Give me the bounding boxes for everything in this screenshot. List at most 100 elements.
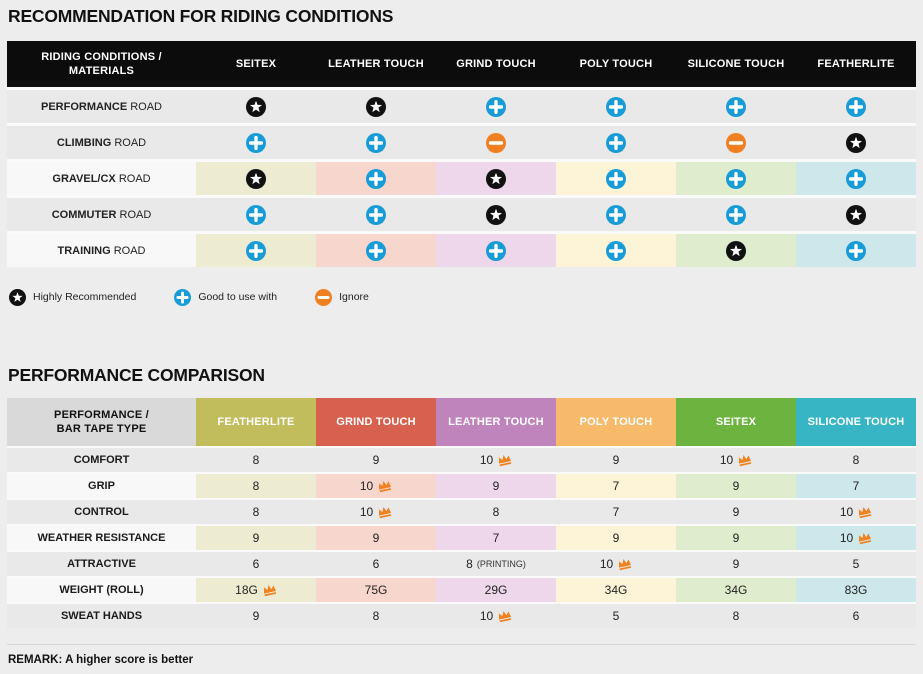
riding-condition-row: PERFORMANCE ROAD	[7, 90, 916, 123]
legend-label: Highly Recommended	[33, 291, 137, 303]
score-cell: 9	[196, 604, 316, 628]
score-value: 7	[852, 479, 860, 493]
riding-condition-label-text: GRAVEL/CX ROAD	[52, 172, 151, 185]
riding-condition-row: GRAVEL/CX ROAD	[7, 162, 916, 195]
plus-icon	[246, 240, 266, 261]
score-value: 10	[840, 531, 872, 545]
score-value: 8	[252, 479, 260, 493]
riding-condition-label-text: PERFORMANCE ROAD	[40, 100, 162, 113]
column-header: SILICONE TOUCH	[796, 398, 916, 446]
performance-comparison-title: PERFORMANCE COMPARISON	[8, 365, 265, 385]
score-value: 8	[252, 505, 260, 519]
score-value: 75G	[364, 583, 388, 597]
plus-icon	[246, 204, 266, 225]
score-cell: 7	[436, 526, 556, 550]
plus-icon	[246, 132, 266, 153]
score-cell: 9	[556, 448, 676, 472]
score-cell: 34G	[556, 578, 676, 602]
plus-icon	[846, 240, 866, 261]
score-cell: 9	[676, 552, 796, 576]
performance-row: WEIGHT (ROLL) 18G 75G 29G 34G 34G 83G	[7, 578, 916, 602]
rating-cell	[196, 162, 316, 195]
riding-condition-row: CLIMBING ROAD	[7, 126, 916, 159]
performance-metric-label: SWEAT HANDS	[7, 604, 196, 628]
rating-cell	[436, 90, 556, 123]
plus-icon	[606, 168, 626, 189]
rating-cell	[676, 234, 796, 267]
score-cell: 34G	[676, 578, 796, 602]
rating-cell	[316, 162, 436, 195]
rating-cell	[676, 126, 796, 159]
riding-condition-label: GRAVEL/CX ROAD	[7, 162, 196, 195]
performance-metric-text: WEIGHT (ROLL)	[59, 584, 144, 596]
score-value: 8 (PRINTING)	[466, 557, 526, 571]
rating-cell	[796, 198, 916, 231]
score-cell: 9	[316, 448, 436, 472]
rating-cell	[676, 90, 796, 123]
plus-icon	[726, 96, 746, 117]
performance-header-row: PERFORMANCE / BAR TAPE TYPE FEATHERLITE G…	[7, 398, 916, 446]
star-icon	[486, 168, 506, 189]
rating-cell	[316, 126, 436, 159]
star-icon	[246, 96, 266, 117]
performance-row: WEATHER RESISTANCE 9 9 7 9 9 10	[7, 526, 916, 550]
riding-condition-label-text: COMMUTER ROAD	[51, 208, 152, 221]
performance-comparison-table: PERFORMANCE / BAR TAPE TYPE FEATHERLITE G…	[7, 398, 916, 628]
score-value: 9	[732, 531, 740, 545]
performance-metric-text: CONTROL	[74, 506, 129, 518]
performance-metric-label: ATTRACTIVE	[7, 552, 196, 576]
plus-icon	[606, 132, 626, 153]
score-cell: 9	[196, 526, 316, 550]
crown-icon	[859, 532, 872, 545]
score-value: 29G	[484, 583, 508, 597]
star-icon	[486, 204, 506, 225]
score-value: 6	[252, 557, 260, 571]
score-cell: 9	[676, 500, 796, 524]
performance-metric-label: WEATHER RESISTANCE	[7, 526, 196, 550]
score-value: 9	[252, 609, 260, 623]
score-cell: 7	[556, 474, 676, 498]
score-value: 18G	[235, 583, 277, 597]
column-header: POLY TOUCH	[556, 398, 676, 446]
performance-row: COMFORT 8 9 10 9 10 8	[7, 448, 916, 472]
score-value: 83G	[844, 583, 868, 597]
performance-metric-label: CONTROL	[7, 500, 196, 524]
score-cell: 5	[556, 604, 676, 628]
score-cell: 6	[796, 604, 916, 628]
riding-condition-label: CLIMBING ROAD	[7, 126, 196, 159]
performance-metric-label: GRIP	[7, 474, 196, 498]
score-value: 8	[492, 505, 500, 519]
riding-condition-label: COMMUTER ROAD	[7, 198, 196, 231]
score-value: 8	[732, 609, 740, 623]
score-value: 9	[612, 531, 620, 545]
score-value: 7	[492, 531, 500, 545]
crown-icon	[619, 558, 632, 571]
score-value: 34G	[724, 583, 748, 597]
rating-cell	[676, 162, 796, 195]
score-value: 9	[732, 479, 740, 493]
legend-item: Highly Recommended	[9, 288, 137, 306]
column-header: FEATHERLITE	[817, 57, 895, 70]
score-cell: 8	[196, 448, 316, 472]
rating-cell	[556, 90, 676, 123]
riding-condition-label-text: CLIMBING ROAD	[56, 136, 147, 149]
crown-icon	[859, 506, 872, 519]
rating-cell	[436, 162, 556, 195]
minus-icon	[726, 132, 746, 153]
column-header: LEATHER TOUCH	[328, 57, 424, 70]
minus-icon	[486, 132, 506, 153]
score-value: 6	[372, 557, 380, 571]
score-cell: 8	[436, 500, 556, 524]
score-value: 5	[852, 557, 860, 571]
score-value: 10	[720, 453, 752, 467]
score-cell: 10	[676, 448, 796, 472]
column-header: GRIND TOUCH	[456, 57, 536, 70]
score-value: 8	[252, 453, 260, 467]
rating-cell	[796, 90, 916, 123]
score-value: 10	[600, 557, 632, 571]
rating-cell	[556, 234, 676, 267]
plus-icon	[366, 240, 386, 261]
rating-cell	[316, 234, 436, 267]
riding-condition-label: PERFORMANCE ROAD	[7, 90, 196, 123]
rating-cell	[556, 162, 676, 195]
